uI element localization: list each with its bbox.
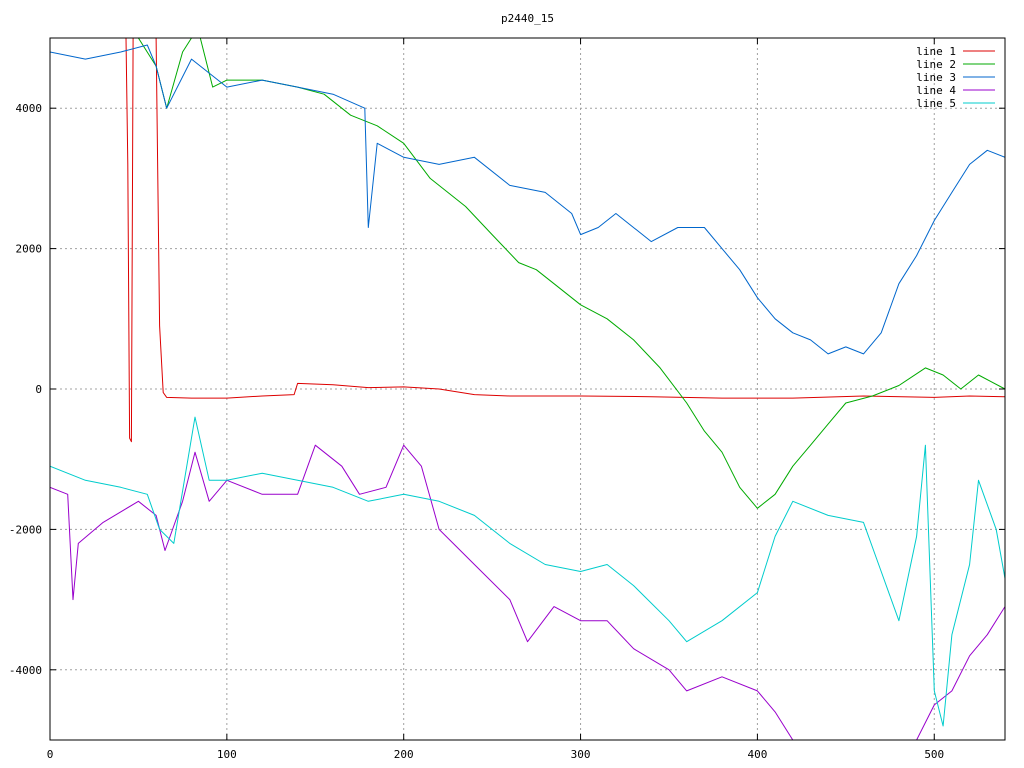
y-tick-label: 4000 bbox=[16, 102, 43, 115]
legend-label: line 4 bbox=[916, 84, 956, 97]
y-tick-label: -4000 bbox=[9, 664, 42, 677]
series-lines bbox=[50, 38, 1005, 740]
x-tick-label: 0 bbox=[47, 748, 54, 761]
axis-ticks: 0 100 200 300 400 500 -4000 -2000 0 2000 4000 bbox=[9, 38, 1005, 761]
x-tick-label: 400 bbox=[747, 748, 767, 761]
legend-label: line 2 bbox=[916, 58, 956, 71]
x-tick-label: 300 bbox=[571, 748, 591, 761]
grid bbox=[50, 38, 1005, 740]
x-tick-label: 100 bbox=[217, 748, 237, 761]
y-tick-label: 2000 bbox=[16, 243, 43, 256]
series-line-3 bbox=[50, 44, 1005, 355]
y-tick-label: -2000 bbox=[9, 523, 42, 536]
legend-label: line 3 bbox=[916, 71, 956, 84]
x-tick-label: 200 bbox=[394, 748, 414, 761]
x-tick-label: 500 bbox=[924, 748, 944, 761]
chart-title: p2440_15 bbox=[501, 12, 554, 25]
legend-label: line 5 bbox=[916, 97, 956, 110]
series-line-4 bbox=[50, 444, 1005, 740]
series-line-2 bbox=[50, 38, 1005, 509]
series-line-1 bbox=[50, 38, 1005, 443]
legend-label: line 1 bbox=[916, 45, 956, 58]
y-tick-label: 0 bbox=[35, 383, 42, 396]
series-line-5 bbox=[50, 416, 1005, 727]
